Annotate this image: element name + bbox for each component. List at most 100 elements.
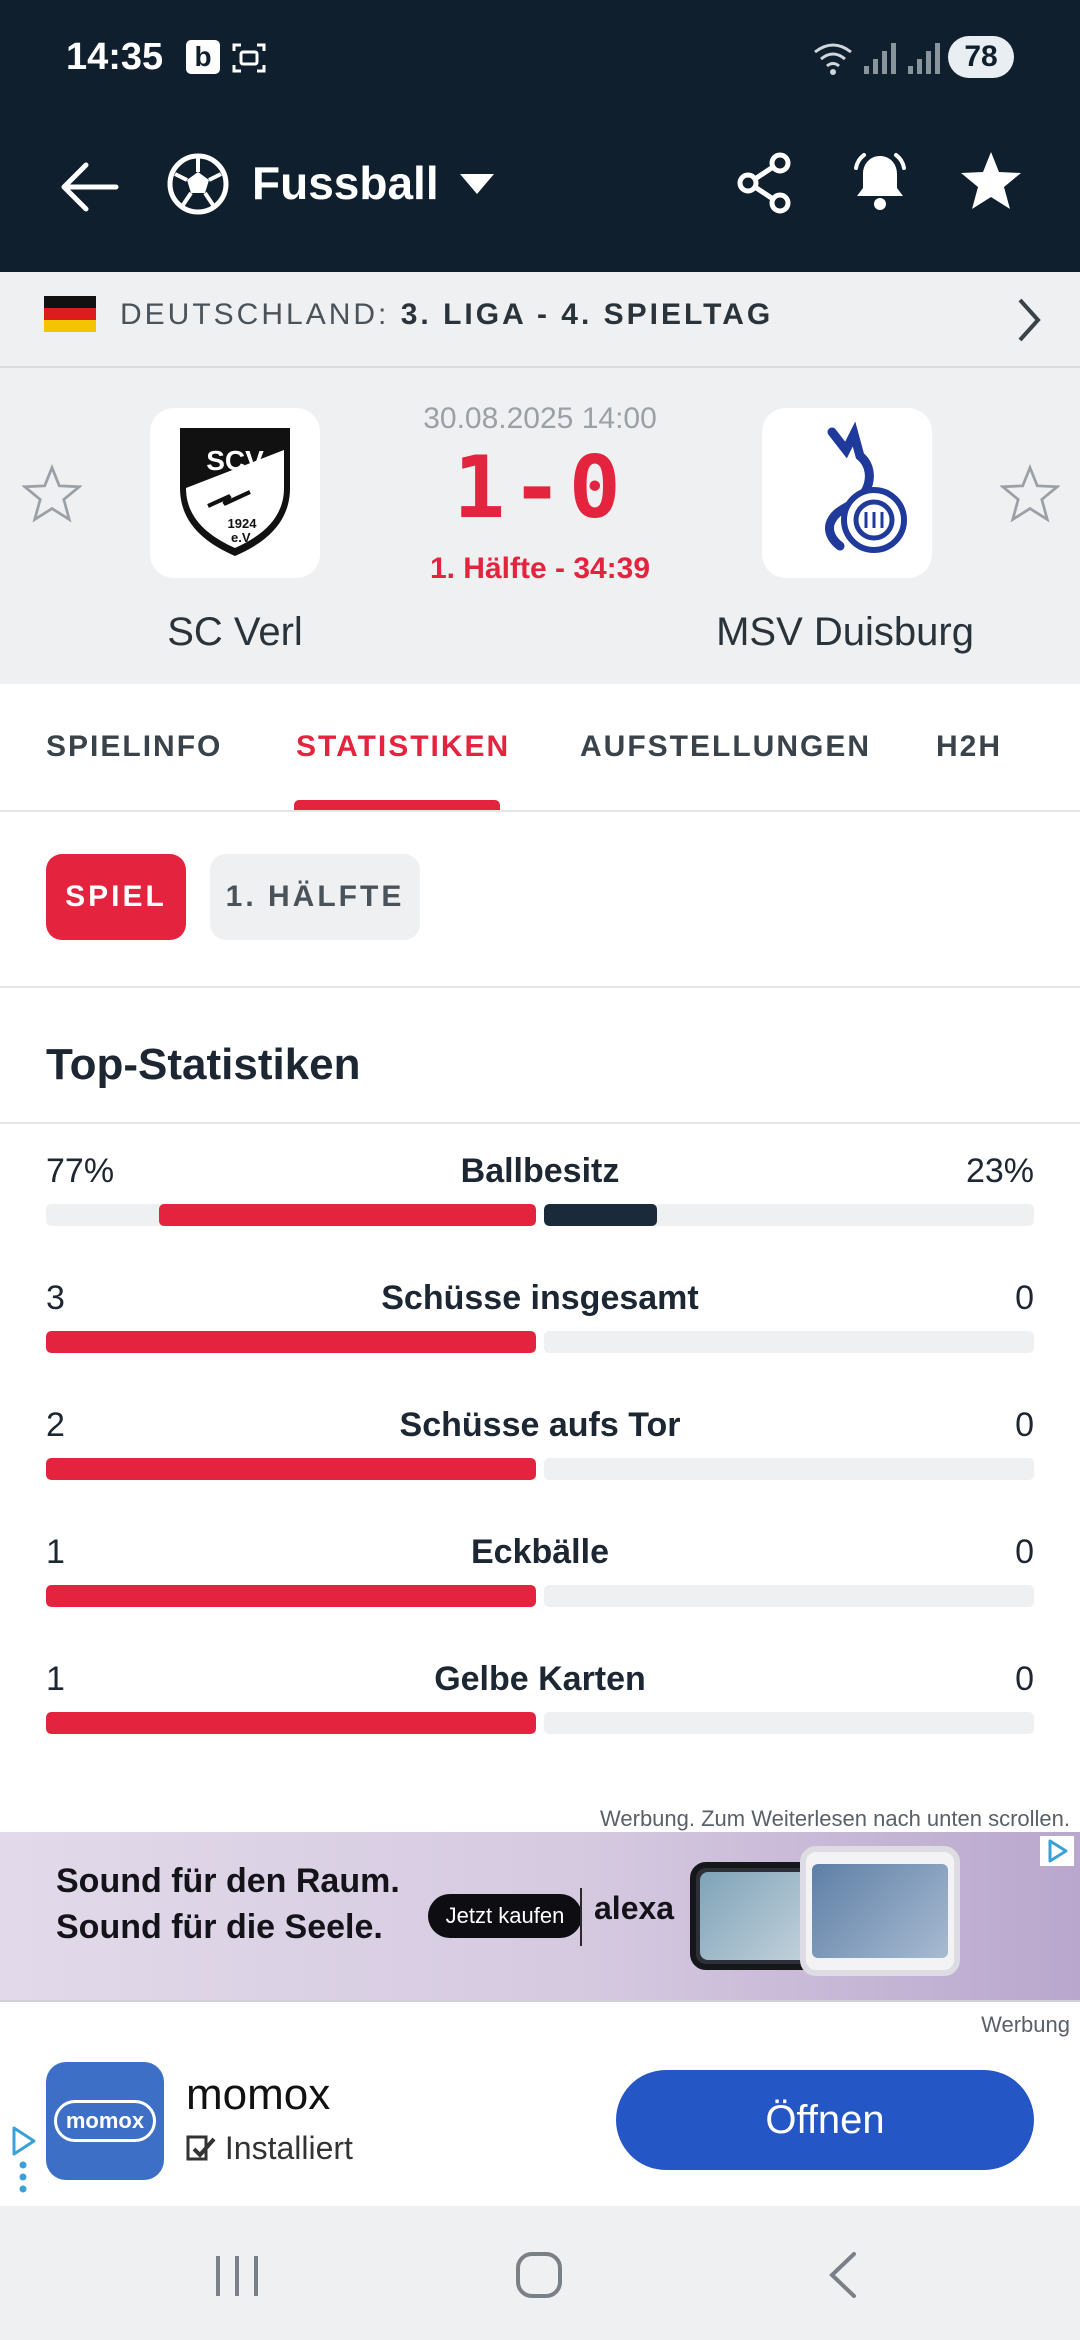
favorite-home-star-icon[interactable] (22, 464, 82, 524)
app-install-ad: momox momox Installiert Öffnen (0, 2040, 1080, 2206)
away-value: 0 (1015, 1406, 1034, 1444)
ad-brand: alexa (594, 1890, 675, 1926)
away-value: 0 (1015, 1533, 1034, 1571)
wifi-icon (814, 43, 852, 75)
away-bar-track (544, 1331, 1034, 1353)
ad-banner[interactable]: Sound für den Raum. Sound für die Seele.… (0, 1832, 1080, 2000)
recents-icon[interactable] (212, 2254, 262, 2298)
momox-app-icon[interactable]: momox (46, 2062, 164, 2180)
echo-show-device-image (800, 1846, 960, 1976)
back-arrow-icon[interactable] (58, 156, 120, 218)
home-logo-text: SCV (206, 445, 264, 476)
adchoices-icon[interactable] (8, 2124, 38, 2158)
tab-h2h[interactable]: H2H (936, 730, 1003, 763)
home-value: 1 (46, 1660, 65, 1698)
away-value: 0 (1015, 1279, 1034, 1317)
ad-buy-button[interactable]: Jetzt kaufen (428, 1894, 582, 1938)
ad-separator (580, 1888, 582, 1946)
tab-aufstellungen[interactable]: AUFSTELLUNGEN (580, 730, 871, 763)
away-bar-track (544, 1204, 1034, 1226)
app-bar: Fussball (0, 118, 1080, 272)
top-bar: 14:35 b 78 Fussball (0, 0, 1080, 272)
home-bar-fill (158, 1204, 536, 1226)
home-bar-fill (46, 1458, 536, 1480)
match-period: 1. Hälfte - 34:39 (429, 552, 651, 585)
match-score: 1-0 (453, 438, 627, 538)
match-datetime: 30.08.2025 14:00 (423, 402, 657, 435)
tab-spielinfo[interactable]: SPIELINFO (46, 730, 223, 763)
home-team-logo[interactable]: SCV 1924 e.V. (150, 408, 320, 578)
installed-check-icon (186, 2135, 216, 2161)
ad-headline-2: Sound für die Seele. (56, 1908, 383, 1946)
installed-label: Installiert (224, 2130, 353, 2166)
open-app-button[interactable]: Öffnen (616, 2070, 1034, 2170)
match-header: SCV 1924 e.V. SC Verl 30.08.2025 14:00 1… (0, 368, 1080, 684)
stat-label: Ballbesitz (460, 1152, 620, 1190)
stat-row: 2 Schüsse aufs Tor 0 (46, 1406, 1034, 1506)
away-team-logo[interactable] (762, 408, 932, 578)
more-options-icon[interactable] (18, 2160, 28, 2194)
stat-label: Schüsse insgesamt (381, 1279, 699, 1317)
stat-row: 77% Ballbesitz 23% (46, 1152, 1034, 1252)
divider (0, 1122, 1080, 1124)
home-value: 77% (46, 1152, 115, 1190)
bell-icon[interactable] (850, 150, 910, 214)
away-bar-track (544, 1458, 1034, 1480)
away-value: 0 (1015, 1660, 1034, 1698)
home-team-name[interactable]: SC Verl (167, 610, 303, 654)
signal-icon (908, 43, 940, 74)
home-bar-fill (46, 1712, 536, 1734)
notification-badge: b (186, 40, 220, 74)
home-bar-track (46, 1458, 536, 1480)
ad-scroll-note: Werbung. Zum Weiterlesen nach unten scro… (600, 1806, 1070, 1831)
chevron-right-icon[interactable] (1014, 296, 1044, 344)
match-tabs: SPIELINFO STATISTIKEN AUFSTELLUNGEN H2H (0, 684, 1080, 812)
stat-row: 1 Eckbälle 0 (46, 1533, 1034, 1633)
back-icon[interactable] (826, 2250, 860, 2300)
home-bar-track (46, 1585, 536, 1607)
chevron-down-icon[interactable] (460, 174, 494, 194)
stat-label: Schüsse aufs Tor (399, 1406, 681, 1444)
home-value: 1 (46, 1533, 65, 1571)
league-country: DEUTSCHLAND: (120, 298, 390, 331)
sport-title[interactable]: Fussball (252, 157, 439, 209)
stat-label: Eckbälle (471, 1533, 609, 1571)
home-logo-year: 1924 (228, 516, 258, 531)
home-bar-track (46, 1712, 536, 1734)
filter-spiel-chip[interactable]: SPIEL (46, 854, 186, 940)
filter-first-half-chip[interactable]: 1. HÄLFTE (210, 854, 420, 940)
app-name[interactable]: momox (186, 2070, 331, 2119)
germany-flag-icon (44, 296, 96, 332)
league-label: DEUTSCHLAND: 3. LIGA - 4. SPIELTAG (120, 298, 773, 332)
home-bar-track (46, 1204, 536, 1226)
ad-headline-1: Sound für den Raum. (56, 1862, 400, 1900)
stat-row: 1 Gelbe Karten 0 (46, 1660, 1034, 1760)
home-value: 3 (46, 1279, 65, 1317)
away-bar-track (544, 1712, 1034, 1734)
signal-icon (864, 43, 896, 74)
ad-label: Werbung (981, 2012, 1070, 2037)
away-value: 23% (965, 1152, 1034, 1190)
league-competition: 3. LIGA - 4. SPIELTAG (400, 298, 774, 331)
home-bar-fill (46, 1331, 536, 1353)
stat-label: Gelbe Karten (434, 1660, 646, 1698)
home-logo-ev: e.V. (231, 530, 253, 545)
favorite-away-star-icon[interactable] (1000, 464, 1060, 524)
stat-row: 3 Schüsse insgesamt 0 (46, 1279, 1034, 1379)
divider (0, 2000, 1080, 2002)
status-bar: 14:35 b 78 (0, 0, 1080, 118)
football-icon[interactable] (166, 152, 230, 216)
tab-statistiken[interactable]: STATISTIKEN (296, 730, 511, 763)
away-bar-fill (544, 1204, 657, 1226)
adchoices-icon[interactable] (1040, 1836, 1074, 1866)
share-icon[interactable] (736, 152, 792, 214)
installed-status: Installiert (186, 2130, 353, 2167)
league-row[interactable]: DEUTSCHLAND: 3. LIGA - 4. SPIELTAG (0, 272, 1080, 368)
away-team-name[interactable]: MSV Duisburg (716, 610, 974, 654)
system-nav-bar (0, 2206, 1080, 2340)
home-value: 2 (46, 1406, 65, 1444)
home-icon[interactable] (514, 2250, 564, 2300)
battery-indicator: 78 (948, 36, 1014, 78)
star-icon[interactable] (958, 148, 1024, 214)
home-bar-fill (46, 1585, 536, 1607)
